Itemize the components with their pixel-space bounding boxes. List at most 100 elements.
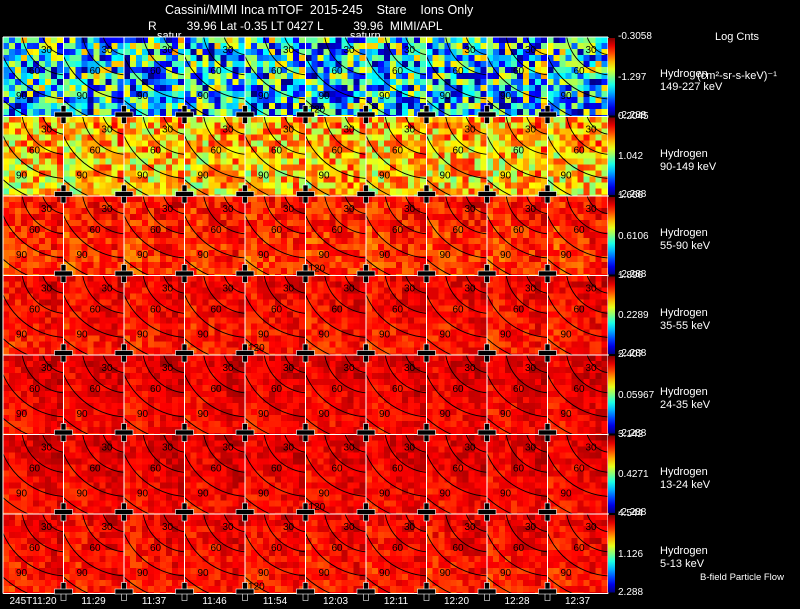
contour-label: 60 bbox=[453, 384, 465, 395]
contour-label: 30 bbox=[344, 45, 356, 56]
contour-label: 90 bbox=[319, 171, 331, 182]
contour-label: 60 bbox=[271, 384, 283, 395]
contour-label: 60 bbox=[574, 305, 586, 316]
contour-label: 90 bbox=[198, 330, 210, 341]
contour-label: 60 bbox=[211, 66, 223, 77]
colorbar-title: Log Cnts (cm²-sr-s-keV)⁻¹ bbox=[682, 5, 792, 109]
contour-label: 60 bbox=[29, 225, 41, 236]
contour-label: 90 bbox=[77, 409, 89, 420]
contour-label: 90 bbox=[137, 330, 149, 341]
energy-row-label: Hydrogen 5-13 keV bbox=[660, 545, 708, 571]
contour-label: 90 bbox=[379, 568, 391, 579]
contour-label: 60 bbox=[392, 464, 404, 475]
contour-label: 90 bbox=[258, 409, 270, 420]
contour-label: 90 bbox=[137, 489, 149, 500]
colorbar-value: 4.544 bbox=[618, 508, 644, 519]
contour-label: 30 bbox=[404, 284, 416, 295]
row-energy: 149-227 keV bbox=[660, 81, 723, 93]
contour-label: 30 bbox=[586, 45, 598, 56]
contour-label: 90 bbox=[319, 568, 331, 579]
contour-label: 60 bbox=[211, 543, 223, 554]
contour-label: 60 bbox=[332, 66, 344, 77]
contour-label: 90 bbox=[440, 171, 452, 182]
contour-label: 90 bbox=[198, 409, 210, 420]
contour-label: 120 bbox=[309, 105, 326, 116]
contour-label: 60 bbox=[150, 225, 162, 236]
contour-label: 60 bbox=[513, 464, 525, 475]
row-species: Hydrogen bbox=[660, 306, 708, 319]
contour-label: 30 bbox=[283, 284, 295, 295]
contour-label: 30 bbox=[162, 125, 174, 136]
row-species: Hydrogen bbox=[660, 545, 708, 557]
colorbar-value: 0.4271 bbox=[618, 469, 649, 481]
contour-label: 60 bbox=[332, 225, 344, 236]
contour-label: 90 bbox=[198, 489, 210, 500]
contour-label: 30 bbox=[283, 363, 295, 374]
contour-label: 60 bbox=[150, 543, 162, 554]
contour-label: 30 bbox=[223, 204, 235, 215]
row-energy: 55-90 keV bbox=[660, 240, 711, 252]
contour-label: 90 bbox=[379, 489, 391, 500]
contour-label: 30 bbox=[465, 204, 477, 215]
colorbar-value: -2.288 bbox=[618, 109, 647, 121]
contour-label: 60 bbox=[453, 146, 465, 157]
contour-label: 60 bbox=[29, 464, 41, 475]
row-energy: 5-13 keV bbox=[660, 558, 705, 570]
contour-label: 30 bbox=[344, 522, 356, 533]
colorbar-value: 1.896 bbox=[618, 269, 644, 281]
contour-label: 90 bbox=[319, 409, 331, 420]
colorbar-value: -2.288 bbox=[618, 348, 647, 359]
contour-label: 30 bbox=[586, 363, 598, 374]
contour-label: 30 bbox=[102, 443, 114, 454]
time-tick-label: 11:37 bbox=[141, 596, 167, 607]
row-species: Hydrogen bbox=[660, 386, 708, 398]
contour-label: 90 bbox=[258, 250, 270, 261]
contour-label: 60 bbox=[574, 464, 586, 475]
orbit-info-line: R 39.96 Lat -0.35 LT 0427 L 39.96 MIMI/A… bbox=[148, 19, 443, 33]
colorbar-value: 0.05967 bbox=[618, 389, 655, 401]
colorbar-value: 1.042 bbox=[618, 151, 644, 163]
colorbar bbox=[608, 38, 615, 116]
contour-label: 90 bbox=[319, 330, 331, 341]
contour-label: 90 bbox=[77, 330, 89, 341]
time-tick-label: 11:54 bbox=[262, 596, 288, 607]
time-tick-label: 245T11:20 bbox=[9, 596, 57, 607]
contour-label: 30 bbox=[586, 284, 598, 295]
contour-label: 60 bbox=[392, 146, 404, 157]
colorbar-title-dim: (cm²-sr-s-keV)⁻¹ bbox=[697, 70, 777, 82]
contour-label: 90 bbox=[198, 250, 210, 261]
contour-label: 60 bbox=[90, 225, 102, 236]
contour-label: 90 bbox=[500, 91, 512, 102]
contour-label: 90 bbox=[137, 409, 149, 420]
contour-label: 30 bbox=[223, 443, 235, 454]
contour-label: 60 bbox=[150, 464, 162, 475]
contour-label: 120 bbox=[248, 343, 265, 354]
contour-label: 30 bbox=[102, 204, 114, 215]
colorbar bbox=[608, 117, 615, 195]
colorbar bbox=[608, 435, 615, 513]
contour-label: 60 bbox=[90, 384, 102, 395]
contour-label: 60 bbox=[574, 384, 586, 395]
contour-label: 30 bbox=[344, 125, 356, 136]
row-energy: 13-24 keV bbox=[660, 478, 711, 491]
contour-label: 90 bbox=[258, 568, 270, 579]
contour-label: 30 bbox=[525, 522, 537, 533]
contour-label: 90 bbox=[500, 171, 512, 182]
contour-label: 90 bbox=[500, 489, 512, 500]
contour-label: 90 bbox=[137, 250, 149, 261]
contour-label: 60 bbox=[453, 66, 465, 77]
contour-label: 30 bbox=[465, 522, 477, 533]
row-energy: 35-55 keV bbox=[660, 319, 711, 332]
contour-label: 90 bbox=[440, 91, 452, 102]
contour-label: 90 bbox=[379, 250, 391, 261]
contour-label: 60 bbox=[211, 146, 223, 157]
contour-labels: 3060903060903060903060903060903060901203… bbox=[16, 45, 597, 593]
contour-label: 90 bbox=[258, 489, 270, 500]
contour-label: 30 bbox=[404, 204, 416, 215]
contour-label: 60 bbox=[90, 464, 102, 475]
contour-label: 90 bbox=[258, 330, 270, 341]
contour-label: 90 bbox=[137, 171, 149, 182]
contour-label: 30 bbox=[41, 45, 53, 56]
contour-label: 30 bbox=[525, 204, 537, 215]
contour-label: 60 bbox=[211, 464, 223, 475]
